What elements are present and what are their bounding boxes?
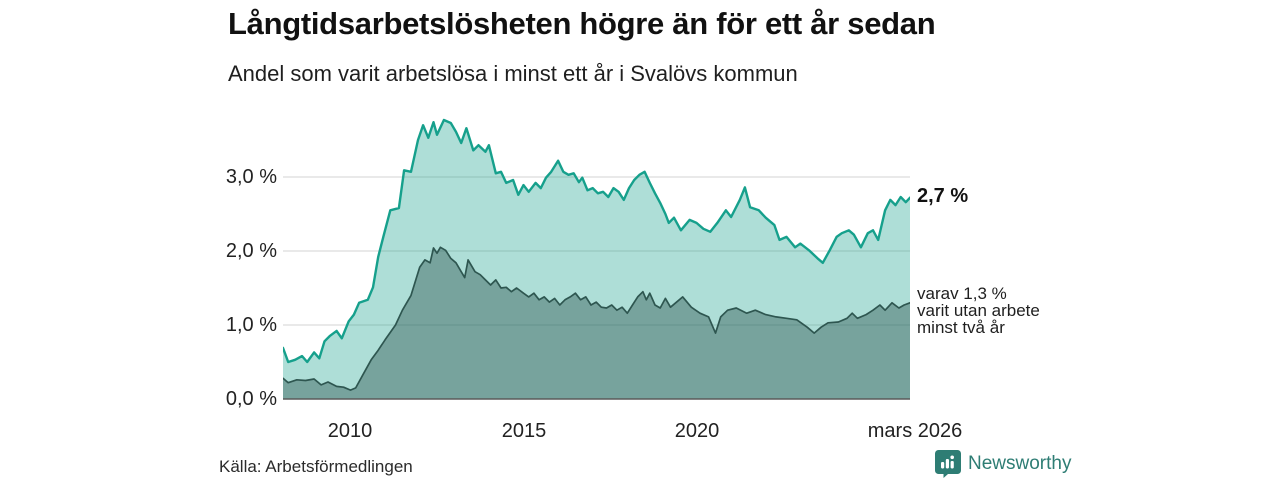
series-total-area — [283, 120, 910, 399]
x-tick-label: 2015 — [501, 420, 547, 442]
x-tick-label: 2020 — [674, 420, 720, 442]
series-two-years-line — [283, 246, 910, 391]
x-tick-label: 2010 — [327, 420, 373, 442]
y-tick-label: 3,0 % — [225, 166, 277, 188]
page-title: Långtidsarbetslösheten högre än för ett … — [228, 6, 936, 41]
latest-value-label: 2,7 % — [917, 185, 969, 207]
y-tick-label: 0,0 % — [225, 388, 277, 410]
newsworthy-wordmark: Newsworthy — [968, 452, 1072, 474]
y-tick-label: 2,0 % — [225, 240, 277, 262]
chart-subtitle: Andel som varit arbetslösa i minst ett å… — [228, 61, 798, 86]
newsworthy-chart-bubble-icon — [934, 449, 962, 478]
source-label: Källa: Arbetsförmedlingen — [219, 457, 413, 476]
two-year-value-label: varav 1,3 % varit utan arbete minst två … — [917, 284, 1040, 337]
series-two-years-area — [283, 247, 910, 399]
series-total-line — [283, 118, 910, 364]
newsworthy-logo: Newsworthy — [934, 449, 1071, 478]
y-tick-label: 1,0 % — [225, 314, 277, 336]
x-tick-label: mars 2026 — [867, 420, 963, 442]
area-chart-plot — [283, 118, 910, 400]
